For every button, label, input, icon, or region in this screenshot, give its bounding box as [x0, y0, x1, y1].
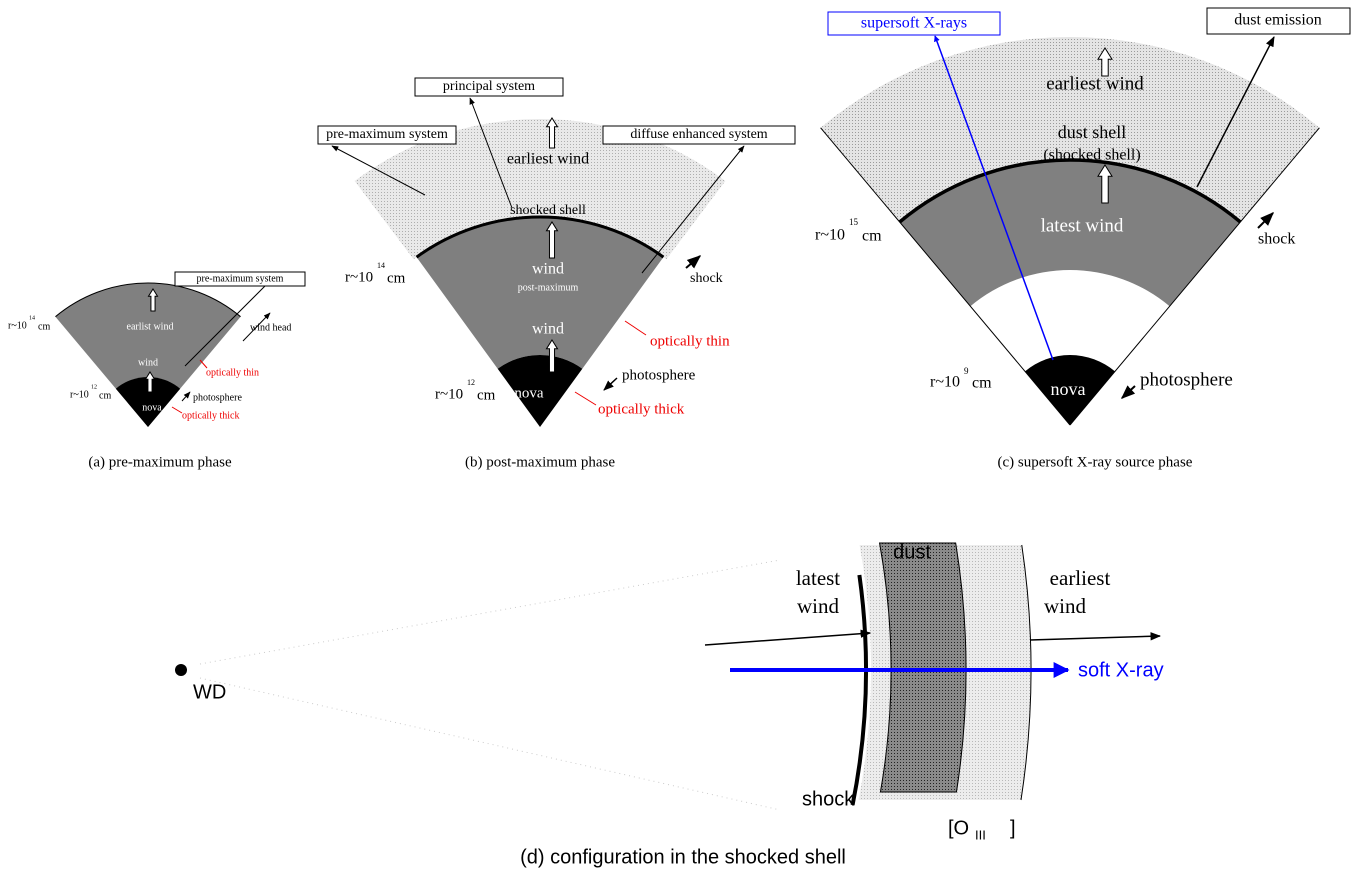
line [575, 392, 596, 405]
label: cm [862, 228, 882, 245]
label: cm [972, 375, 992, 392]
label: ] [1010, 817, 1016, 839]
label: soft X-ray [1078, 659, 1164, 681]
label: 14 [377, 261, 385, 270]
label: optically thin [650, 333, 730, 349]
label: nova [142, 402, 162, 413]
label: nova [1051, 379, 1086, 399]
white-dwarf [175, 664, 187, 676]
label: wind [797, 594, 840, 618]
label: cm [387, 270, 406, 286]
label: earliest wind [507, 151, 589, 168]
label: latest wind [1041, 215, 1124, 236]
line [1258, 213, 1273, 228]
label: post-maximum [518, 282, 579, 293]
label: photosphere [1140, 369, 1233, 390]
label: wind [1044, 594, 1087, 618]
label: 15 [849, 217, 859, 227]
label: pre-maximum system [197, 273, 284, 284]
label: shock [690, 271, 723, 286]
caption: (d) configuration in the shocked shell [520, 846, 846, 868]
label: earlist wind [127, 321, 174, 332]
label: principal system [443, 79, 535, 94]
label: shock [802, 788, 855, 810]
label: 12 [91, 384, 97, 390]
label: wind [532, 321, 564, 338]
dust-band [880, 543, 966, 792]
line [172, 407, 182, 413]
line [182, 392, 190, 401]
label: optically thin [206, 367, 259, 378]
label: 9 [964, 366, 969, 376]
label: r~10 [930, 374, 960, 391]
line [1122, 386, 1135, 398]
label: earliest wind [1046, 73, 1144, 94]
label: supersoft X-rays [861, 15, 967, 32]
line [625, 321, 646, 335]
label: dust shell [1058, 122, 1127, 142]
label: dust [893, 541, 931, 563]
label: r~10 [345, 269, 373, 285]
label: WD [193, 681, 226, 703]
label: r~10 [8, 320, 27, 331]
label: dust emission [1234, 12, 1322, 29]
label: optically thick [182, 410, 240, 421]
label: photosphere [622, 367, 696, 383]
line [200, 560, 780, 664]
label: r~10 [815, 227, 845, 244]
figure: r~10 14 cm r~10 12 cm earlist wind wind … [0, 0, 1367, 879]
label: earliest [1050, 566, 1111, 590]
label: [O [948, 817, 969, 839]
label: optically thick [598, 401, 685, 417]
label: nova [514, 385, 544, 401]
line [705, 633, 870, 645]
label: cm [99, 390, 111, 401]
label: wind head [250, 322, 291, 333]
label: r~10 [435, 386, 463, 402]
label: wind [138, 357, 158, 368]
label: wind [532, 261, 564, 278]
label: shock [1258, 231, 1295, 248]
label: cm [477, 387, 496, 403]
caption: (a) pre-maximum phase [88, 454, 232, 470]
caption: (b) post-maximum phase [465, 454, 615, 470]
label: III [975, 827, 986, 842]
label: latest [796, 566, 840, 590]
line [200, 678, 780, 810]
label: 12 [467, 378, 475, 387]
line [686, 256, 700, 268]
label: (shocked shell) [1043, 147, 1140, 164]
line [1030, 636, 1160, 640]
label: pre-maximum system [326, 127, 448, 142]
label: cm [38, 321, 50, 332]
label: 14 [29, 315, 35, 321]
label: shocked shell [510, 203, 586, 218]
label: diffuse enhanced system [630, 127, 767, 142]
label: photosphere [193, 392, 242, 403]
caption: (c) supersoft X-ray source phase [998, 454, 1193, 470]
label: r~10 [70, 389, 89, 400]
line [604, 378, 617, 390]
